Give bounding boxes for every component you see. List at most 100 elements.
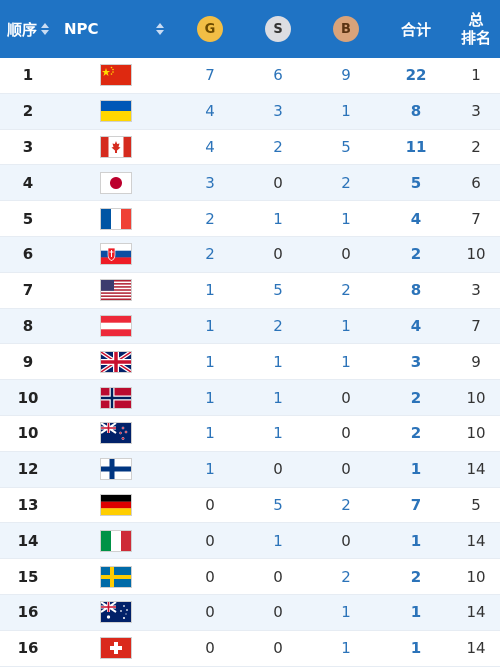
slovakia-flag-icon bbox=[100, 243, 132, 266]
france-flag-icon bbox=[100, 207, 132, 230]
silver-count-cell: 1 bbox=[273, 352, 283, 371]
austria-flag-icon bbox=[100, 314, 132, 337]
total-count-cell: 8 bbox=[410, 102, 422, 121]
order-cell: 14 bbox=[17, 531, 39, 550]
flag-cell bbox=[56, 452, 176, 487]
total-column-header[interactable]: 合计 bbox=[380, 0, 452, 58]
table-row[interactable]: 16 0 0 1 1 14 bbox=[0, 631, 500, 667]
table-row[interactable]: 7 1 5 2 8 3 bbox=[0, 273, 500, 309]
table-row[interactable]: 6 2 0 0 2 10 bbox=[0, 236, 500, 273]
silver-count-cell: 0 bbox=[273, 639, 283, 658]
order-cell: 10 bbox=[17, 388, 39, 407]
table-row[interactable]: 5 2 1 1 4 7 bbox=[0, 201, 500, 237]
overall-label-line1: 总 bbox=[468, 11, 484, 29]
silver-medal-icon: S bbox=[265, 16, 291, 42]
flag-cell bbox=[56, 380, 176, 415]
table-row[interactable]: 3 4 2 5 11 2 bbox=[0, 130, 500, 166]
table-row[interactable]: 8 1 2 1 4 7 bbox=[0, 308, 500, 345]
total-count-cell: 5 bbox=[410, 173, 422, 192]
table-row[interactable]: 16 0 0 1 1 14 bbox=[0, 594, 500, 631]
overall-rank-cell: 1 bbox=[471, 66, 481, 85]
gold-count-cell: 4 bbox=[205, 137, 215, 156]
table-row[interactable]: 15 0 0 2 2 10 bbox=[0, 559, 500, 595]
table-row[interactable]: 2 4 3 1 8 3 bbox=[0, 93, 500, 130]
overall-rank-cell: 10 bbox=[466, 567, 486, 586]
table-row[interactable]: 1 7 6 9 22 1 bbox=[0, 58, 500, 94]
total-count-cell: 2 bbox=[410, 388, 422, 407]
order-cell: 2 bbox=[22, 102, 34, 121]
gold-count-cell: 0 bbox=[205, 603, 215, 622]
gold-count-cell: 3 bbox=[205, 173, 215, 192]
order-cell: 13 bbox=[17, 495, 39, 514]
gold-count-cell: 1 bbox=[205, 388, 215, 407]
australia-flag-icon bbox=[100, 601, 132, 624]
gold-count-cell: 1 bbox=[205, 316, 215, 335]
gold-column-header[interactable]: G bbox=[176, 0, 244, 58]
total-count-cell: 1 bbox=[410, 603, 422, 622]
silver-count-cell: 2 bbox=[273, 316, 283, 335]
bronze-column-header[interactable]: B bbox=[312, 0, 380, 58]
bronze-count-cell: 0 bbox=[341, 424, 351, 443]
flag-cell bbox=[56, 595, 176, 630]
flag-cell bbox=[56, 237, 176, 272]
bronze-count-cell: 1 bbox=[341, 316, 351, 335]
flag-cell bbox=[56, 416, 176, 451]
silver-count-cell: 1 bbox=[273, 388, 283, 407]
silver-column-header[interactable]: S bbox=[244, 0, 312, 58]
npc-label: NPC bbox=[64, 20, 99, 38]
gold-count-cell: 0 bbox=[205, 495, 215, 514]
gold-count-cell: 1 bbox=[205, 352, 215, 371]
silver-count-cell: 0 bbox=[273, 245, 283, 264]
table-row[interactable]: 9 1 1 1 3 9 bbox=[0, 344, 500, 381]
sort-icon[interactable] bbox=[41, 23, 49, 35]
bronze-count-cell: 2 bbox=[341, 567, 351, 586]
norway-flag-icon bbox=[100, 386, 132, 409]
gold-count-cell: 0 bbox=[205, 639, 215, 658]
bronze-count-cell: 2 bbox=[341, 173, 351, 192]
gold-count-cell: 1 bbox=[205, 460, 215, 479]
gold-count-cell: 2 bbox=[205, 209, 215, 228]
npc-column-header[interactable]: NPC bbox=[56, 0, 176, 58]
china-flag-icon bbox=[100, 64, 132, 87]
flag-cell bbox=[56, 631, 176, 666]
table-body: 1 7 6 9 22 1 2 4 3 1 8 3 3 4 2 5 11 2 4 3 0 2 5 6 5 2 1 1 4 7 6 2 0 0 2 10 7… bbox=[0, 58, 500, 667]
bronze-count-cell: 1 bbox=[341, 102, 351, 121]
flag-cell bbox=[56, 309, 176, 344]
bronze-medal-icon: B bbox=[333, 16, 359, 42]
order-cell: 1 bbox=[22, 66, 34, 85]
overall-rank-cell: 6 bbox=[471, 173, 481, 192]
order-label: 顺序 bbox=[6, 20, 37, 39]
bronze-count-cell: 2 bbox=[341, 495, 351, 514]
bronze-count-cell: 0 bbox=[341, 245, 351, 264]
order-cell: 15 bbox=[17, 567, 39, 586]
total-count-cell: 7 bbox=[410, 495, 422, 514]
silver-count-cell: 0 bbox=[273, 173, 283, 192]
table-row[interactable]: 10 1 1 0 2 10 bbox=[0, 416, 500, 452]
overall-rank-cell: 14 bbox=[466, 603, 486, 622]
sort-icon[interactable] bbox=[156, 23, 164, 35]
bronze-count-cell: 0 bbox=[341, 531, 351, 550]
order-cell: 6 bbox=[22, 245, 34, 264]
overall-rank-cell: 10 bbox=[466, 245, 486, 264]
gold-count-cell: 1 bbox=[205, 281, 215, 300]
order-column-header[interactable]: 顺序 bbox=[0, 0, 56, 58]
table-row[interactable]: 4 3 0 2 5 6 bbox=[0, 165, 500, 202]
gold-count-cell: 4 bbox=[205, 102, 215, 121]
table-row[interactable]: 13 0 5 2 7 5 bbox=[0, 488, 500, 524]
overall-rank-cell: 5 bbox=[471, 495, 481, 514]
overall-rank-column-header[interactable]: 总 排名 bbox=[452, 0, 500, 58]
bronze-count-cell: 9 bbox=[341, 66, 351, 85]
overall-rank-cell: 14 bbox=[466, 639, 486, 658]
order-cell: 5 bbox=[22, 209, 34, 228]
table-row[interactable]: 10 1 1 0 2 10 bbox=[0, 380, 500, 416]
total-count-cell: 3 bbox=[410, 352, 422, 371]
order-cell: 3 bbox=[22, 137, 34, 156]
silver-count-cell: 0 bbox=[273, 567, 283, 586]
order-cell: 12 bbox=[17, 460, 39, 479]
ukraine-flag-icon bbox=[100, 100, 132, 123]
table-row[interactable]: 14 0 1 0 1 14 bbox=[0, 523, 500, 560]
total-count-cell: 22 bbox=[405, 66, 427, 85]
table-row[interactable]: 12 1 0 0 1 14 bbox=[0, 451, 500, 488]
gold-count-cell: 0 bbox=[205, 567, 215, 586]
